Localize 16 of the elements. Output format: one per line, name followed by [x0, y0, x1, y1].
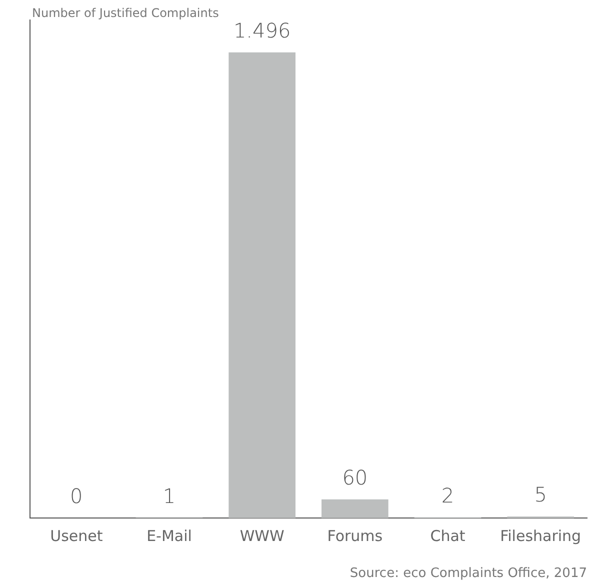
x-tick-label: Chat [430, 526, 466, 545]
x-tick-label: Filesharing [500, 526, 582, 545]
y-axis-title: Number of Justified Complaints [32, 6, 219, 20]
data-label: 0 [70, 484, 83, 508]
data-label: 5 [534, 482, 547, 507]
data-label: 1 [162, 484, 176, 508]
data-label: 1.496 [233, 18, 291, 43]
x-tick-label: Usenet [50, 526, 103, 545]
x-tick-label: Forums [327, 526, 383, 545]
data-label: 60 [342, 466, 368, 490]
x-tick-label: WWW [240, 526, 284, 545]
x-tick-label: E-Mail [146, 526, 192, 545]
bar [321, 499, 388, 518]
data-label: 2 [441, 484, 454, 508]
source-note: Source: eco Complaints Office, 2017 [350, 566, 587, 581]
bar [228, 52, 296, 518]
